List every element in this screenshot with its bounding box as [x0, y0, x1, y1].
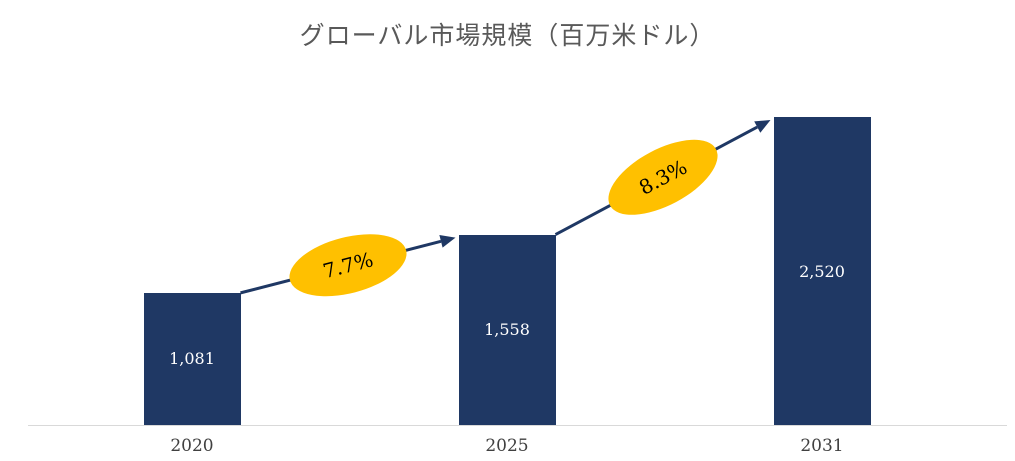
x-axis-label-2031: 2031 [800, 436, 844, 456]
growth-label: 8.3% [635, 155, 691, 200]
bar-value-label: 1,081 [169, 349, 215, 369]
growth-arrow-head [754, 120, 771, 133]
bar-value-label: 1,558 [484, 320, 530, 340]
x-axis-line [28, 425, 1007, 426]
growth-arrow-head [439, 235, 456, 248]
bar-2020: 1,081 [143, 292, 241, 425]
x-axis-label-2020: 2020 [170, 436, 214, 456]
bar-value-label: 2,520 [799, 261, 845, 281]
growth-label: 7.7% [320, 247, 375, 283]
growth-arrow-line [240, 239, 442, 295]
chart-title: グローバル市場規模（百万米ドル） [299, 21, 716, 50]
growth-bubble [608, 139, 718, 215]
growth-arrow-line [554, 125, 758, 236]
growth-bubble [289, 234, 407, 297]
bar-2025: 1,558 [458, 234, 556, 425]
x-axis-label-2025: 2025 [485, 436, 529, 456]
bar-2031: 2,520 [773, 117, 871, 425]
